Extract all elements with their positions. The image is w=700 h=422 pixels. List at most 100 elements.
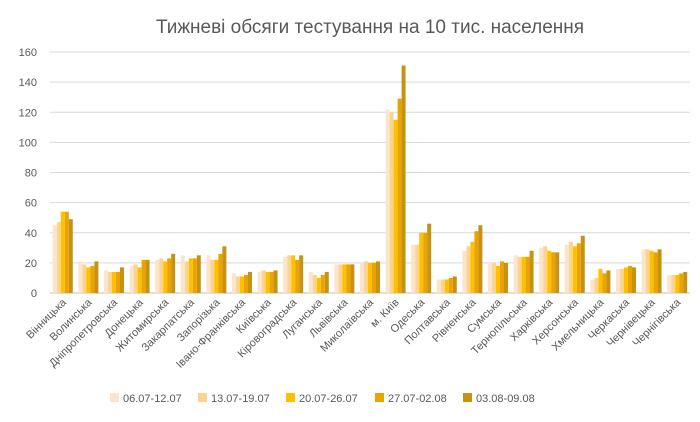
legend-swatch xyxy=(463,393,472,402)
bar xyxy=(94,261,99,293)
bar xyxy=(222,246,227,293)
bar xyxy=(580,235,585,293)
bar xyxy=(119,267,124,293)
x-axis-labels: ВінницькаВолинськаДніпропетровськаДонець… xyxy=(24,296,684,371)
bar xyxy=(68,219,73,293)
bar xyxy=(499,261,504,293)
bar xyxy=(210,259,215,293)
bar xyxy=(112,271,116,293)
bar xyxy=(401,65,406,294)
bar xyxy=(529,250,534,293)
legend-label: 27.07-02.08 xyxy=(388,393,447,405)
bar xyxy=(295,259,300,293)
bar xyxy=(411,244,416,293)
bar xyxy=(257,271,262,293)
bar xyxy=(291,255,296,293)
bar xyxy=(214,259,219,293)
bar xyxy=(243,274,248,293)
bar xyxy=(448,277,453,293)
bar xyxy=(397,98,402,293)
bar xyxy=(645,249,650,293)
bar xyxy=(466,246,471,293)
bar xyxy=(64,211,69,293)
bar xyxy=(657,249,662,293)
bar xyxy=(350,264,355,293)
gridlines xyxy=(50,51,690,294)
bar xyxy=(334,264,339,293)
bar xyxy=(115,271,120,293)
legend-swatch xyxy=(286,393,295,402)
bar xyxy=(631,267,636,293)
legend-swatch xyxy=(198,393,207,402)
bar xyxy=(167,258,172,293)
bar xyxy=(273,270,278,293)
legend: 06.07-12.07 13.07-19.07 20.07-26.07 27.07-0… xyxy=(110,393,535,405)
bar xyxy=(551,252,556,293)
bar xyxy=(342,264,347,293)
bar xyxy=(602,273,607,293)
y-tick-label: 100 xyxy=(19,137,37,149)
bar xyxy=(436,279,441,293)
bar xyxy=(470,241,475,293)
bar xyxy=(56,222,61,293)
bar xyxy=(180,255,185,293)
bar xyxy=(513,255,518,293)
y-tick-label: 60 xyxy=(25,198,37,210)
bar xyxy=(218,253,223,293)
bar xyxy=(368,262,372,293)
bar xyxy=(415,244,420,293)
bar xyxy=(620,268,625,293)
y-tick-label: 0 xyxy=(31,288,37,300)
bar xyxy=(269,271,274,293)
bar xyxy=(667,274,672,293)
bar xyxy=(184,261,189,293)
bar xyxy=(594,277,599,293)
bar xyxy=(590,279,595,293)
bars xyxy=(52,65,688,294)
legend-label: 20.07-26.07 xyxy=(299,393,358,405)
bar xyxy=(188,258,193,293)
bar xyxy=(192,258,197,293)
bar xyxy=(155,259,160,293)
bar xyxy=(60,211,65,293)
bar xyxy=(568,241,573,293)
bar xyxy=(488,262,493,293)
bar xyxy=(598,268,603,293)
bar xyxy=(679,273,684,293)
bar xyxy=(427,223,432,293)
legend-swatch xyxy=(110,393,119,402)
bar xyxy=(423,232,428,293)
bar xyxy=(675,274,680,293)
bar xyxy=(90,265,95,293)
bar xyxy=(261,270,266,293)
bar xyxy=(649,250,654,293)
bar xyxy=(389,112,394,293)
bar xyxy=(419,232,424,293)
bar xyxy=(320,274,325,293)
bar xyxy=(393,119,398,293)
bar xyxy=(671,274,676,293)
bar xyxy=(312,274,317,293)
bar xyxy=(129,265,134,293)
y-tick-label: 120 xyxy=(19,107,37,119)
bar xyxy=(163,261,168,293)
bar xyxy=(478,225,483,293)
bar xyxy=(141,259,146,293)
bar xyxy=(572,246,577,293)
bar xyxy=(543,246,548,293)
bar xyxy=(616,268,621,293)
bar xyxy=(492,262,497,293)
y-tick-label: 80 xyxy=(25,168,37,180)
y-tick-label: 20 xyxy=(25,258,37,270)
bar xyxy=(206,255,211,293)
bar xyxy=(145,259,150,293)
bar xyxy=(324,271,329,293)
bar xyxy=(564,244,569,293)
legend-swatch xyxy=(375,393,384,402)
bar xyxy=(462,250,467,293)
bar xyxy=(108,271,113,293)
bar xyxy=(364,261,369,293)
bar xyxy=(159,258,164,293)
bar xyxy=(283,256,288,293)
legend-label: 06.07-12.07 xyxy=(123,393,182,405)
